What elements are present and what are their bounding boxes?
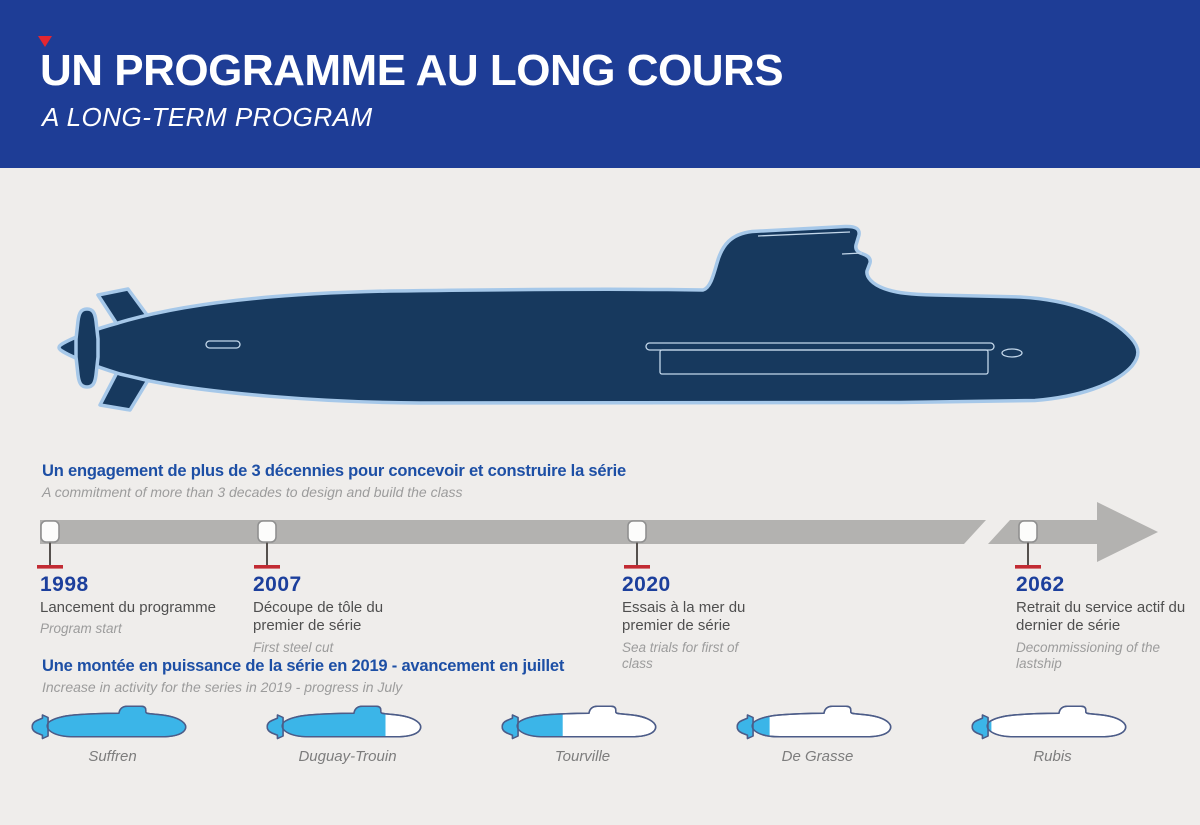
milestone-year: 1998 — [40, 573, 89, 596]
timeline-marker-1998 — [40, 520, 60, 543]
milestone-label-fr: Retrait du service actif du dernier de s… — [1016, 599, 1186, 635]
ship-silhouette — [736, 705, 892, 740]
submarine-illustration — [57, 224, 1140, 412]
timeline-marker-2007 — [257, 520, 277, 543]
milestone-label-fr: Découpe de tôle du premier de série — [253, 599, 384, 635]
timeline-marker-2020 — [627, 520, 647, 543]
timeline-heading-en: A commitment of more than 3 decades to d… — [42, 484, 463, 500]
timeline-illustration — [37, 502, 1158, 569]
milestone-label-en: Decommissioning of the lastship — [1016, 639, 1161, 672]
milestone-label-fr: Essais à la mer du premier de série — [622, 599, 746, 635]
milestone-2062: 2062 Retrait du service actif du dernier… — [1016, 573, 1196, 672]
ship-name: Tourville — [554, 748, 611, 765]
milestone-label-en: Program start — [40, 621, 122, 637]
ship-silhouette — [971, 705, 1127, 740]
milestone-year: 2062 — [1016, 573, 1065, 596]
ship-silhouette — [266, 705, 422, 740]
ship-silhouette — [31, 705, 187, 740]
milestone-2007: 2007 Découpe de tôle du premier de série… — [253, 573, 413, 656]
fleet-heading-fr: Une montée en puissance de la série en 2… — [42, 657, 565, 675]
ship-progress-tourville: Tourville — [500, 700, 665, 765]
milestone-label-en: Sea trials for first of class — [622, 639, 739, 672]
ship-progress-de-grasse: De Grasse — [735, 700, 900, 765]
sail-top-detail — [757, 231, 851, 237]
timeline-bar — [40, 520, 986, 544]
ship-progress-duguay-trouin: Duguay-Trouin — [265, 700, 430, 765]
ship-progress-suffren: Suffren — [30, 700, 195, 765]
timeline-heading-fr: Un engagement de plus de 3 décennies pou… — [42, 462, 626, 480]
milestone-1998: 1998 Lancement du programme Program star… — [40, 573, 255, 638]
page-subtitle: A LONG-TERM PROGRAM — [42, 102, 373, 132]
ship-name: Rubis — [1033, 748, 1072, 765]
timeline-tick-2062 — [1015, 565, 1041, 569]
milestone-year: 2007 — [253, 573, 302, 596]
timeline-tick-2020 — [624, 565, 650, 569]
timeline-tick-2007 — [254, 565, 280, 569]
ship-silhouette — [501, 705, 657, 740]
hull-capsule-detail — [205, 340, 241, 349]
fleet-progress-row: Suffren Duguay-Trouin Tourville — [30, 700, 1135, 765]
ship-name: Duguay-Trouin — [298, 748, 397, 765]
fleet-heading-en: Increase in activity for the series in 2… — [42, 679, 403, 695]
page-title: UN PROGRAMME AU LONG COURS — [40, 46, 784, 95]
milestone-label-fr: Lancement du programme — [40, 599, 216, 616]
sail-notch-detail — [841, 252, 863, 255]
red-arrow-icon — [38, 36, 52, 47]
ship-name: De Grasse — [781, 748, 854, 765]
timeline-marker-2062 — [1018, 520, 1038, 543]
milestone-label-en: First steel cut — [253, 639, 334, 655]
propeller-icon — [74, 307, 100, 389]
header-band: UN PROGRAMME AU LONG COURS A LONG-TERM P… — [0, 0, 1200, 168]
timeline-tick-1998 — [37, 565, 63, 569]
milestone-year: 2020 — [622, 573, 671, 596]
flank-array-panel-detail — [659, 349, 989, 375]
submarine-hull — [57, 224, 1140, 405]
ship-name: Suffren — [88, 748, 137, 765]
ship-progress-rubis: Rubis — [970, 700, 1135, 765]
timeline-arrow — [988, 502, 1158, 562]
bow-port-detail — [1001, 348, 1023, 358]
milestone-2020: 2020 Essais à la mer du premier de série… — [622, 573, 770, 672]
